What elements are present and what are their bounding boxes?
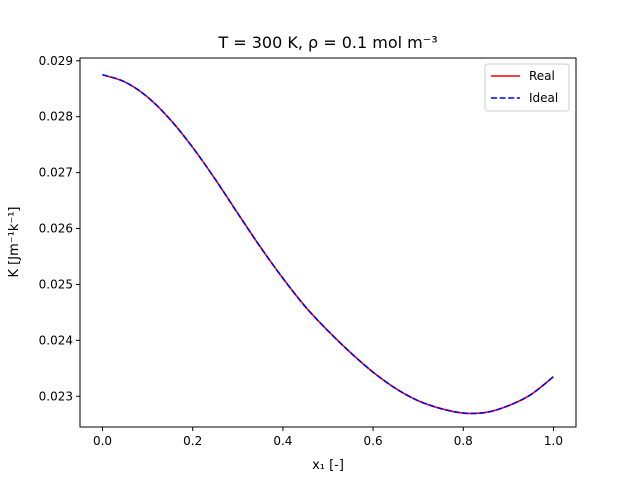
plot-background	[80, 58, 576, 427]
y-tick-label: 0.026	[39, 222, 73, 236]
x-tick-label: 0.2	[183, 434, 202, 448]
x-tick-label: 0.8	[454, 434, 473, 448]
x-tick-label: 0.0	[93, 434, 112, 448]
legend-label-real: Real	[529, 69, 555, 83]
legend-label-ideal: Ideal	[529, 91, 558, 105]
y-tick-label: 0.028	[39, 110, 73, 124]
y-axis-label: K [Jm⁻¹k⁻¹]	[7, 207, 22, 278]
x-tick-label: 0.4	[273, 434, 292, 448]
series-layer	[102, 74, 554, 415]
legend: Real Ideal	[484, 63, 570, 112]
y-tick-label: 0.029	[39, 54, 73, 68]
y-axis: 0.023 0.024 0.025 0.026 0.027 0.028 0.029	[39, 54, 80, 403]
chart-title: T = 300 K, ρ = 0.1 mol m⁻³	[217, 33, 437, 52]
plot-area: 0.0 0.2 0.4 0.6 0.8 1.0 0.0230.0240.0250.0260…	[39, 54, 577, 448]
series-line-ideal	[102, 74, 554, 415]
x-tick-label: 1.0	[544, 434, 563, 448]
y-tick-label: 0.024	[39, 333, 73, 347]
x-tick-label: 0.6	[364, 434, 383, 448]
y-tick-label: 0.027	[39, 166, 73, 180]
y-tick-label: 0.023	[39, 389, 73, 403]
plot-frame	[79, 57, 577, 428]
x-axis: 0.0 0.2 0.4 0.6 0.8 1.0	[93, 427, 563, 448]
y-tick-label: 0.025	[39, 277, 73, 291]
x-axis-label: x₁ [-]	[312, 458, 344, 473]
